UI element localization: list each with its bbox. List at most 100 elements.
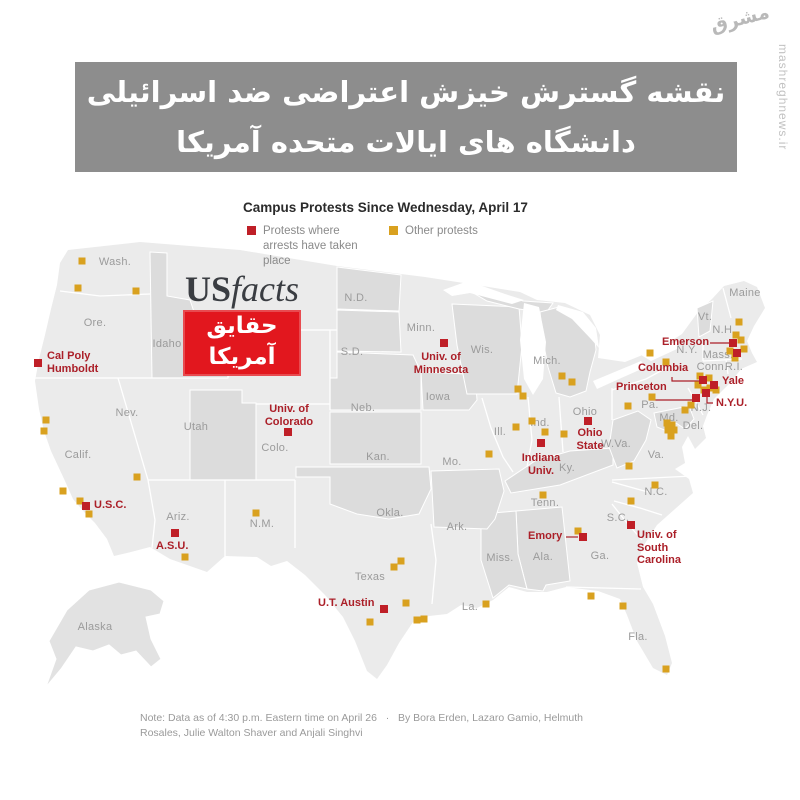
state-label: Alaska	[77, 621, 113, 633]
state-label: N.C.	[644, 486, 668, 498]
usfacts-wordmark: USfacts	[183, 270, 301, 308]
other-protest-marker	[667, 432, 675, 440]
arrest-legend-swatch	[247, 226, 256, 235]
other-protest-marker	[627, 497, 635, 505]
other-protest-marker	[712, 386, 720, 394]
other-protest-marker	[662, 358, 670, 366]
state-label: N.H.	[712, 324, 736, 336]
usfacts-facts: facts	[231, 269, 300, 309]
state-label: Ohio	[572, 406, 598, 418]
other-protest-marker	[740, 345, 748, 353]
other-protest-marker	[512, 423, 520, 431]
state-label: S.C.	[606, 512, 630, 524]
state-label: Texas	[354, 571, 386, 583]
university-label: Emerson	[662, 336, 710, 348]
state-label: Ore.	[83, 317, 107, 329]
state-label: Ky.	[559, 462, 575, 474]
arrest-marker	[82, 502, 90, 510]
other-protest-marker	[528, 417, 536, 425]
other-protest-marker	[397, 557, 405, 565]
other-protest-marker	[366, 618, 374, 626]
usfacts-us: US	[184, 269, 232, 309]
other-protest-marker	[624, 402, 632, 410]
state-label: W.Va.	[600, 438, 632, 450]
headline-line1: نقشه گسترش خیزش اعتراضی ضد اسرائیلی	[86, 75, 726, 109]
state-label: Vt.	[697, 311, 713, 323]
university-label: U.T. Austin	[318, 597, 375, 609]
state-label: Miss.	[486, 552, 514, 564]
other-protest-marker	[619, 602, 627, 610]
state-label: Wis.	[470, 344, 494, 356]
other-protest-marker	[402, 599, 410, 607]
other-protest-marker	[681, 406, 689, 414]
usfacts-persian-line2: آمریکا	[208, 344, 276, 370]
state-label: Va.	[647, 449, 665, 461]
arrest-marker	[380, 605, 388, 613]
university-label: Ohio State	[576, 427, 604, 452]
other-protest-marker	[485, 450, 493, 458]
state-label: Mich.	[533, 355, 561, 367]
other-protest-marker	[705, 374, 713, 382]
other-protest-marker	[482, 600, 490, 608]
university-label: Columbia	[638, 362, 689, 374]
other-protest-marker	[574, 527, 582, 535]
other-legend-label: Other protests	[405, 225, 478, 237]
other-protest-marker	[539, 491, 547, 499]
state-label: Fla.	[628, 631, 648, 643]
state-label: Wash.	[98, 256, 132, 268]
state-label: S.D.	[340, 346, 364, 358]
university-label: Univ. of South Carolina	[637, 529, 682, 566]
other-legend-swatch	[389, 226, 398, 235]
university-label: Cal Poly Humboldt	[47, 350, 99, 375]
other-protest-marker	[732, 331, 740, 339]
arrest-marker	[692, 394, 700, 402]
note-separator: ·	[385, 712, 390, 724]
other-protest-marker	[181, 553, 189, 561]
other-protest-marker	[252, 509, 260, 517]
state-label: Ga.	[590, 550, 610, 562]
state-label: N.D.	[344, 292, 368, 304]
other-protest-marker	[132, 287, 140, 295]
state-label: N.M.	[249, 518, 275, 530]
arrest-marker	[729, 339, 737, 347]
state-label: Mo.	[442, 456, 462, 468]
arrest-legend-label: Protests where arrests have taken place	[263, 225, 358, 267]
state-label: Del.	[682, 420, 704, 432]
state-label: Idaho	[152, 338, 182, 350]
alaska	[45, 581, 165, 688]
state-label: Okla.	[376, 507, 404, 519]
other-protest-marker	[735, 318, 743, 326]
other-protest-marker	[737, 336, 745, 344]
note-text: Note: Data as of 4:30 p.m. Eastern time …	[140, 712, 377, 724]
usfacts-persian-box: حقایق آمریکا	[183, 310, 301, 376]
other-protest-marker	[648, 393, 656, 401]
arrest-marker	[34, 359, 42, 367]
university-label: N.Y.U.	[716, 397, 748, 409]
other-protest-marker	[59, 487, 67, 495]
state-label: Mass.	[702, 349, 734, 361]
state-label: Minn.	[406, 322, 436, 334]
university-label: A.S.U.	[156, 540, 189, 552]
other-protest-marker	[726, 347, 734, 355]
headline-line2: دانشگاه های ایالات متحده آمریکا	[176, 125, 636, 159]
label-leader-line	[671, 377, 699, 382]
state-label: Calif.	[64, 449, 92, 461]
other-protest-marker	[558, 372, 566, 380]
other-protest-marker	[651, 481, 659, 489]
other-protest-marker	[664, 426, 672, 434]
other-protest-marker	[560, 430, 568, 438]
other-protest-marker	[40, 427, 48, 435]
other-protest-marker	[646, 349, 654, 357]
other-protest-marker	[694, 381, 702, 389]
arrest-marker	[702, 389, 710, 397]
other-protest-marker	[568, 378, 576, 386]
other-protest-marker	[519, 392, 527, 400]
legend-item-arrests: Protests where arrests have taken place	[247, 224, 377, 269]
state-label: Neb.	[350, 402, 376, 414]
state-label: N.Y.	[676, 344, 698, 356]
byline-text: By Bora Erden, Lazaro Gamio, Helmuth Ros…	[140, 712, 584, 739]
state-label: Pa.	[641, 399, 659, 411]
map-title: Campus Protests Since Wednesday, April 1…	[243, 200, 528, 215]
other-protest-marker	[541, 428, 549, 436]
